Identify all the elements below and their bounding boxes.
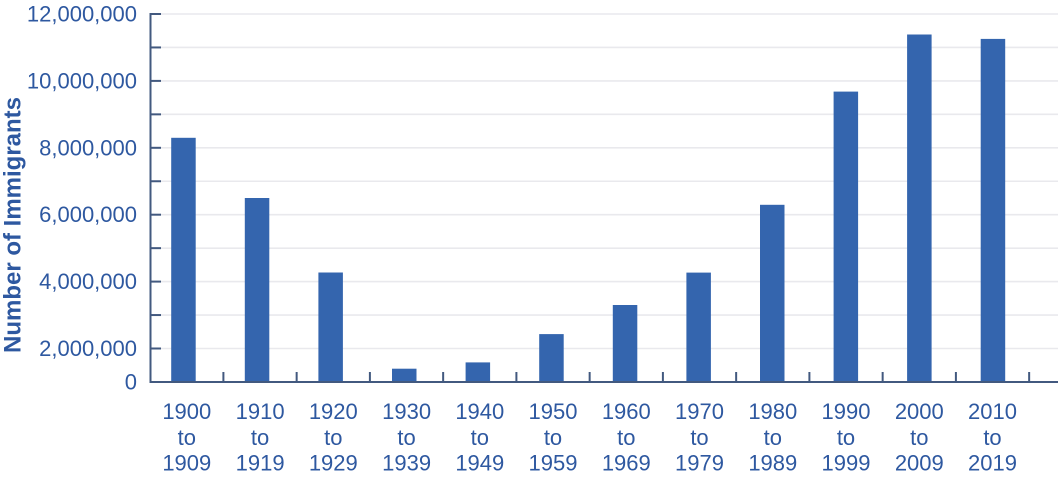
- svg-text:1940: 1940: [455, 399, 504, 424]
- svg-text:1970: 1970: [675, 399, 724, 424]
- svg-text:1939: 1939: [382, 451, 431, 476]
- svg-text:to: to: [910, 425, 928, 450]
- svg-text:1930: 1930: [382, 399, 431, 424]
- svg-text:1980: 1980: [748, 399, 797, 424]
- svg-text:to: to: [397, 425, 415, 450]
- svg-text:1990: 1990: [822, 399, 871, 424]
- svg-text:2,000,000: 2,000,000: [39, 336, 137, 361]
- svg-text:4,000,000: 4,000,000: [39, 269, 137, 294]
- svg-text:1999: 1999: [822, 451, 871, 476]
- svg-text:2000: 2000: [895, 399, 944, 424]
- svg-text:1960: 1960: [602, 399, 651, 424]
- svg-text:to: to: [617, 425, 635, 450]
- svg-text:to: to: [251, 425, 269, 450]
- svg-text:2010: 2010: [968, 399, 1017, 424]
- svg-text:1949: 1949: [455, 451, 504, 476]
- svg-text:2009: 2009: [895, 451, 944, 476]
- svg-text:12,000,000: 12,000,000: [27, 2, 137, 27]
- svg-text:8,000,000: 8,000,000: [39, 135, 137, 160]
- svg-text:to: to: [983, 425, 1001, 450]
- svg-text:1910: 1910: [236, 399, 285, 424]
- svg-text:to: to: [764, 425, 782, 450]
- svg-text:to: to: [471, 425, 489, 450]
- svg-text:1929: 1929: [309, 451, 358, 476]
- svg-text:Number of Immigrants: Number of Immigrants: [0, 97, 27, 353]
- svg-text:to: to: [178, 425, 196, 450]
- svg-text:1909: 1909: [162, 451, 211, 476]
- svg-text:6,000,000: 6,000,000: [39, 202, 137, 227]
- svg-text:1989: 1989: [748, 451, 797, 476]
- svg-text:1969: 1969: [602, 451, 651, 476]
- svg-text:0: 0: [125, 370, 137, 395]
- svg-text:to: to: [544, 425, 562, 450]
- svg-text:to: to: [837, 425, 855, 450]
- svg-text:2019: 2019: [968, 451, 1017, 476]
- svg-text:1979: 1979: [675, 451, 724, 476]
- svg-text:to: to: [324, 425, 342, 450]
- svg-text:1920: 1920: [309, 399, 358, 424]
- svg-text:1900: 1900: [162, 399, 211, 424]
- svg-text:1919: 1919: [236, 451, 285, 476]
- svg-text:10,000,000: 10,000,000: [27, 68, 137, 93]
- svg-text:1959: 1959: [529, 451, 578, 476]
- svg-text:1950: 1950: [529, 399, 578, 424]
- svg-text:to: to: [690, 425, 708, 450]
